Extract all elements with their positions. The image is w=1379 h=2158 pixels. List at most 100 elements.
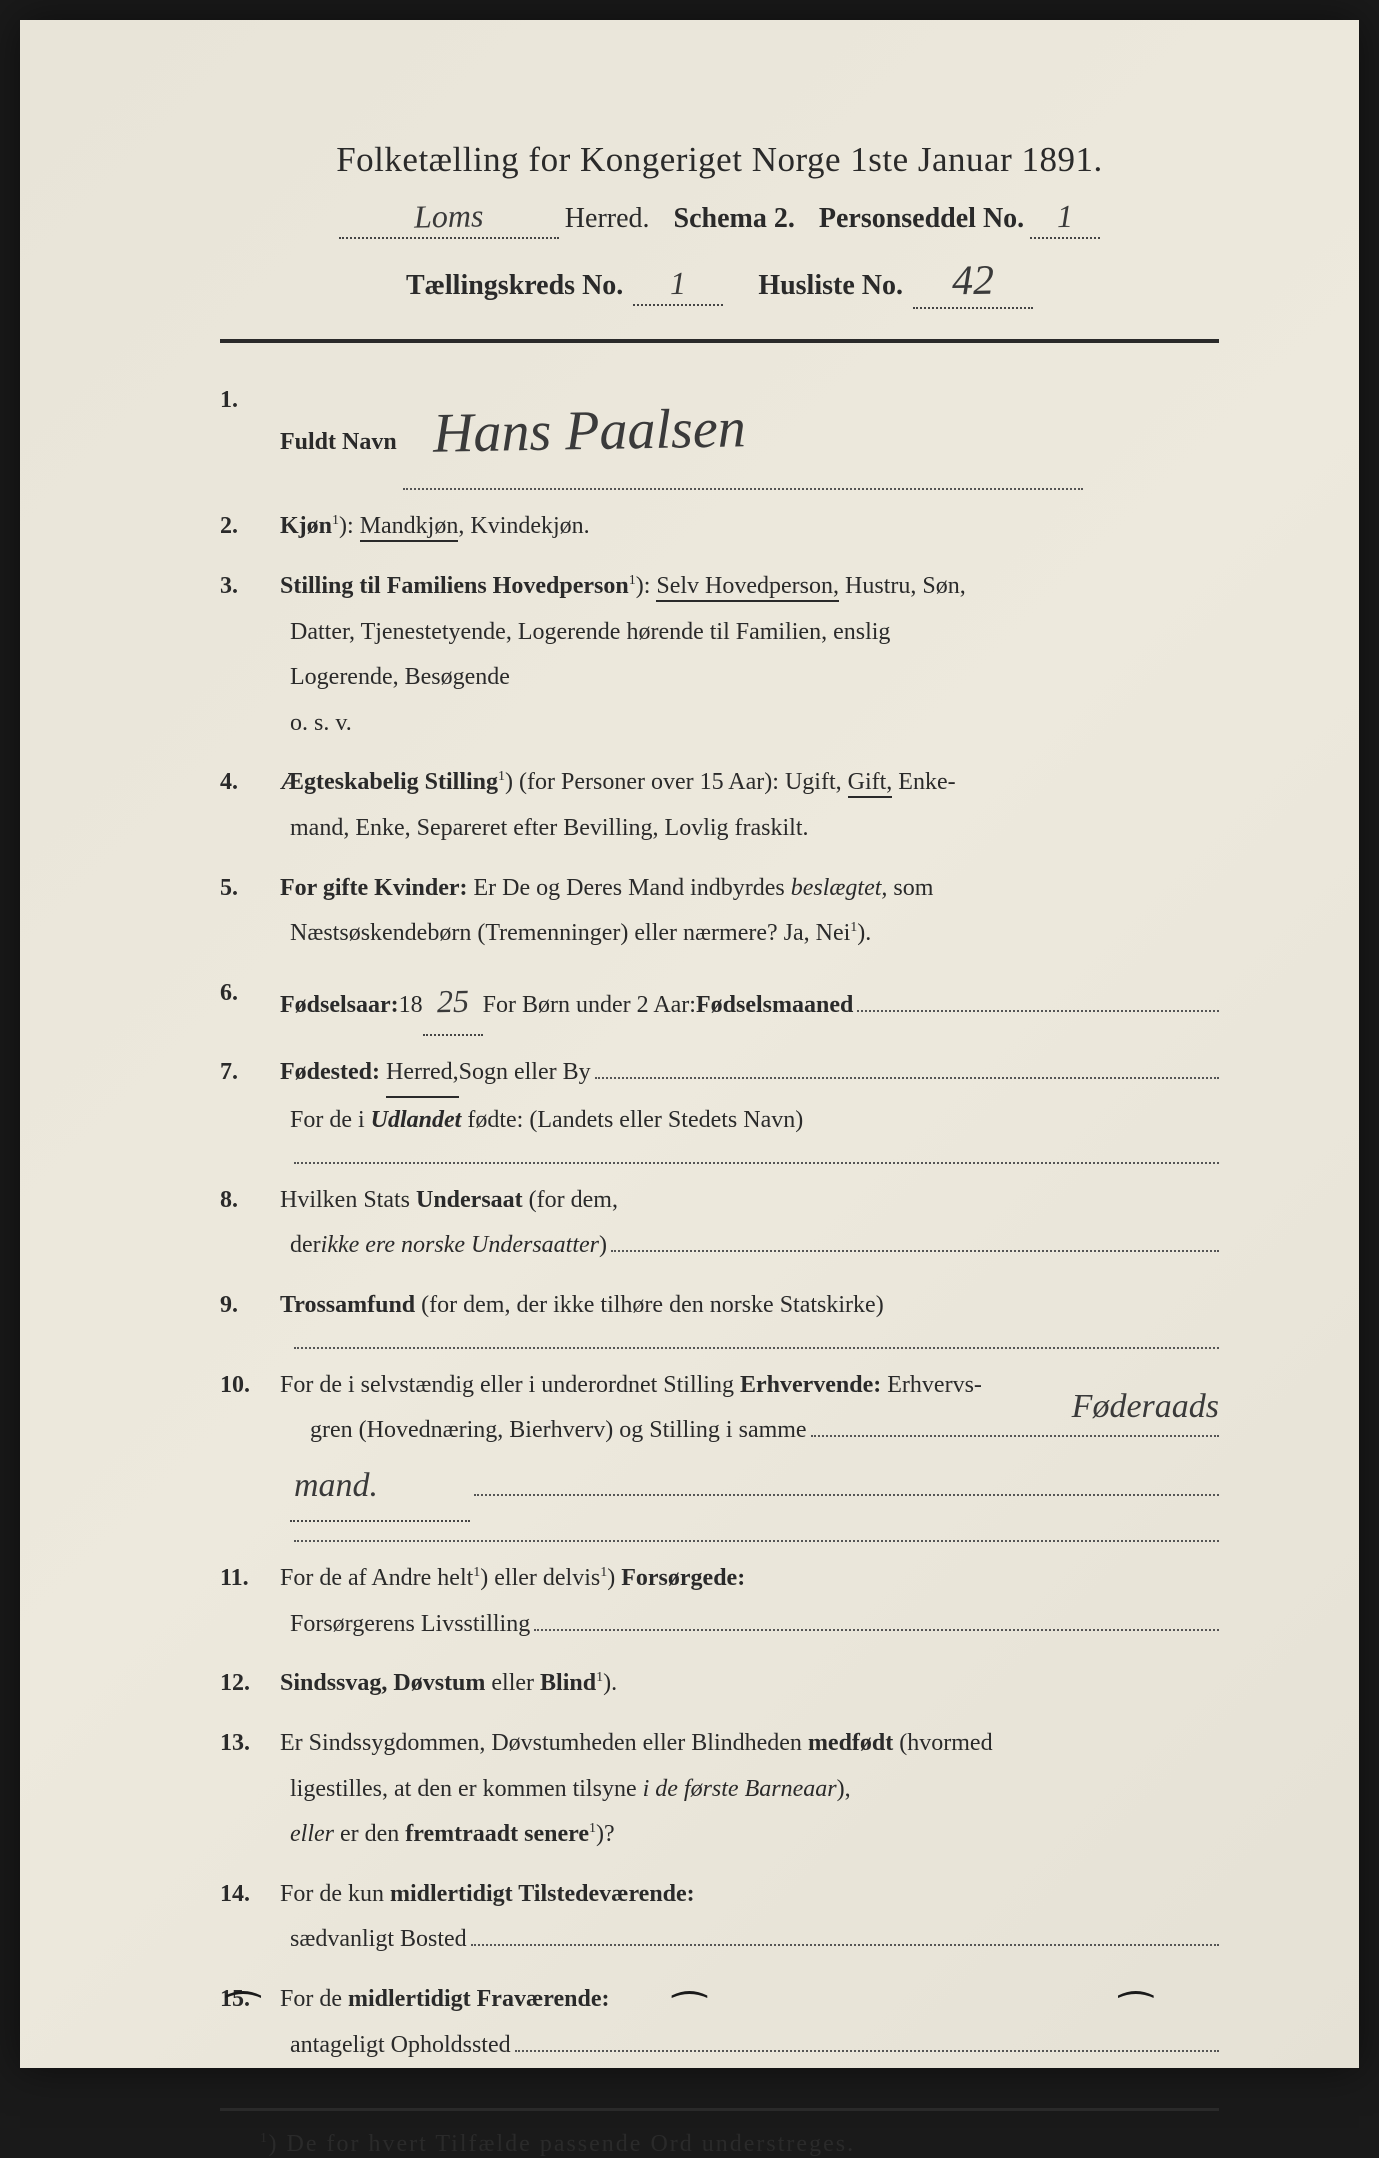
field-11-rest: [534, 1611, 1219, 1631]
field-8-num: 8.: [220, 1178, 280, 1224]
field-6-label: Fødselsaar:: [280, 983, 399, 1029]
field-3-cont3: o. s. v.: [280, 701, 1219, 747]
field-2-sep: ,: [458, 513, 470, 539]
field-10-label: Erhvervende:: [740, 1372, 881, 1398]
field-13: 13. Er Sindssygdommen, Døvstumheden elle…: [220, 1721, 1219, 1858]
field-8-cont1b: ikke ere norske Undersaatter: [321, 1223, 599, 1269]
footnote-sup: 1: [260, 2131, 269, 2146]
field-7-blank: [280, 1144, 1219, 1164]
name-value: Hans Paalsen: [432, 375, 746, 487]
field-6-num: 6.: [220, 971, 280, 1017]
field-13-cont2d: )?: [596, 1821, 615, 1847]
field-7-cont1b: Udlandet: [371, 1107, 462, 1133]
field-7-content: Fødested: Herred, Sogn eller By For de i…: [280, 1050, 1219, 1164]
field-2-content: Kjøn1): Mandkjøn, Kvindekjøn.: [280, 504, 1219, 550]
field-1-num: 1.: [220, 378, 280, 424]
field-10-num: 10.: [220, 1363, 280, 1409]
field-9-rest: [294, 1329, 1219, 1349]
field-7-rest2: [294, 1144, 1219, 1164]
field-1: 1. Fuldt Navn Hans Paalsen: [220, 378, 1219, 490]
field-13-label: medfødt: [808, 1730, 893, 1756]
field-11-content: For de af Andre helt1) eller delvis1) Fo…: [280, 1556, 1219, 1647]
field-14-cont1: sædvanligt Bosted: [290, 1917, 467, 1963]
edge-mark-icon: ⁀: [673, 1991, 705, 2038]
field-2-label: Kjøn: [280, 513, 332, 539]
field-13-num: 13.: [220, 1721, 280, 1767]
field-13-sup: 1: [589, 1821, 596, 1836]
field-4-sup: 1: [498, 769, 505, 784]
field-8-label: Undersaat: [416, 1187, 523, 1213]
field-2-opt2: Kvindekjøn.: [470, 513, 589, 539]
field-4: 4. Ægteskabelig Stilling1) (for Personer…: [220, 760, 1219, 851]
field-11-cont1: Forsørgerens Livsstilling: [290, 1602, 530, 1648]
field-12-end: ).: [603, 1670, 617, 1696]
field-14-num: 14.: [220, 1872, 280, 1918]
field-12: 12. Sindssvag, Døvstum eller Blind1).: [220, 1661, 1219, 1707]
personseddel-value: 1: [1057, 198, 1074, 235]
taellingskreds-field: 1: [633, 265, 723, 306]
name-field: Hans Paalsen: [403, 378, 1083, 490]
form-header: Folketælling for Kongeriget Norge 1ste J…: [220, 140, 1219, 309]
field-10-text1: For de i selvstændig eller i underordnet…: [280, 1372, 740, 1398]
field-5-content: For gifte Kvinder: Er De og Deres Mand i…: [280, 866, 1219, 957]
form-body: 1. Fuldt Navn Hans Paalsen 2. Kjøn1): Ma…: [220, 378, 1219, 2068]
field-13-text1: Er Sindssygdommen, Døvstumheden eller Bl…: [280, 1730, 808, 1756]
field-13-cont2a: eller: [290, 1821, 334, 1847]
field-12-text: eller: [485, 1670, 540, 1696]
field-8: 8. Hvilken Stats Undersaat (for dem, der…: [220, 1178, 1219, 1269]
field-8-text1: Hvilken Stats: [280, 1187, 416, 1213]
field-3-selected: Selv Hovedperson,: [656, 573, 839, 602]
field-7-num: 7.: [220, 1050, 280, 1096]
field-4-opts1: Ugift,: [785, 769, 848, 795]
field-7-rest1: [595, 1059, 1219, 1079]
field-12-num: 12.: [220, 1661, 280, 1707]
field-4-opts2: Enke-: [892, 769, 955, 795]
header-divider: [220, 339, 1219, 343]
husliste-field: 42: [913, 257, 1033, 309]
field-9-label: Trossamfund: [280, 1292, 415, 1318]
field-1-content: Fuldt Navn Hans Paalsen: [280, 378, 1219, 490]
field-6: 6. Fødselsaar: 1825 For Børn under 2 Aar…: [220, 971, 1219, 1036]
field-14-content: For de kun midlertidigt Tilstedeværende:…: [280, 1872, 1219, 1963]
edge-mark-icon: ⁀: [1120, 1991, 1152, 2038]
header-line-2: Loms Herred. Schema 2. Personseddel No. …: [220, 198, 1219, 239]
field-7-row1: Fødested: Herred, Sogn eller By: [280, 1050, 1219, 1099]
field-10: 10. For de i selvstændig eller i underor…: [220, 1363, 1219, 1543]
field-9-text: (for dem, der ikke tilhøre den norske St…: [415, 1292, 884, 1318]
field-11-text3: ): [607, 1565, 621, 1591]
field-7-selected: Herred,: [386, 1050, 459, 1099]
field-7-cont1c: fødte: (Landets eller Stedets Navn): [461, 1107, 803, 1133]
field-11-num: 11.: [220, 1556, 280, 1602]
field-3-cont1: Datter, Tjenestetyende, Logerende hørend…: [280, 610, 1219, 656]
census-form-document: Folketælling for Kongeriget Norge 1ste J…: [20, 20, 1359, 2068]
field-10-blank: [280, 1522, 1219, 1542]
field-3-content: Stilling til Familiens Hovedperson1): Se…: [280, 564, 1219, 746]
field-5-cont: Næstsøskendebørn (Tremenninger) eller næ…: [280, 911, 1219, 957]
field-2-opt-selected: Mandkjøn: [360, 513, 459, 542]
field-13-cont2c: fremtraadt senere: [405, 1821, 589, 1847]
field-1-label: Fuldt Navn: [280, 429, 397, 455]
field-8-rest: [611, 1232, 1219, 1252]
field-13-cont2b: er den: [334, 1821, 405, 1847]
field-6-label2: Fødselsmaaned: [696, 983, 853, 1029]
field-11-label: Forsørgede:: [621, 1565, 745, 1591]
field-8-cont1c: ): [599, 1223, 607, 1269]
field-4-paren: (for Personer over 15 Aar):: [513, 769, 785, 795]
field-4-content: Ægteskabelig Stilling1) (for Personer ov…: [280, 760, 1219, 851]
field-2-num: 2.: [220, 504, 280, 550]
field-5-text2: som: [887, 875, 933, 901]
herred-field: Loms: [339, 198, 559, 239]
field-9-content: Trossamfund (for dem, der ikke tilhøre d…: [280, 1283, 1219, 1349]
field-5-italic: beslægtet,: [791, 875, 888, 901]
field-10-cont1-text: gren (Hovednæring, Bierhverv) og Stillin…: [310, 1408, 807, 1454]
taellingskreds-label: Tællingskreds No.: [406, 270, 623, 302]
edge-mark-icon: ⁀: [227, 1991, 259, 2038]
field-6-year-field: 25: [423, 971, 483, 1036]
field-8-cont1a: der: [290, 1223, 321, 1269]
field-7-cont1a: For de i: [290, 1107, 371, 1133]
field-14-text1: For de kun: [280, 1881, 390, 1907]
field-5-label: For gifte Kvinder:: [280, 875, 468, 901]
field-5-cont1: Næstsøskendebørn (Tremenninger) eller næ…: [290, 920, 850, 946]
field-14: 14. For de kun midlertidigt Tilstedevære…: [220, 1872, 1219, 1963]
field-7: 7. Fødested: Herred, Sogn eller By For d…: [220, 1050, 1219, 1164]
